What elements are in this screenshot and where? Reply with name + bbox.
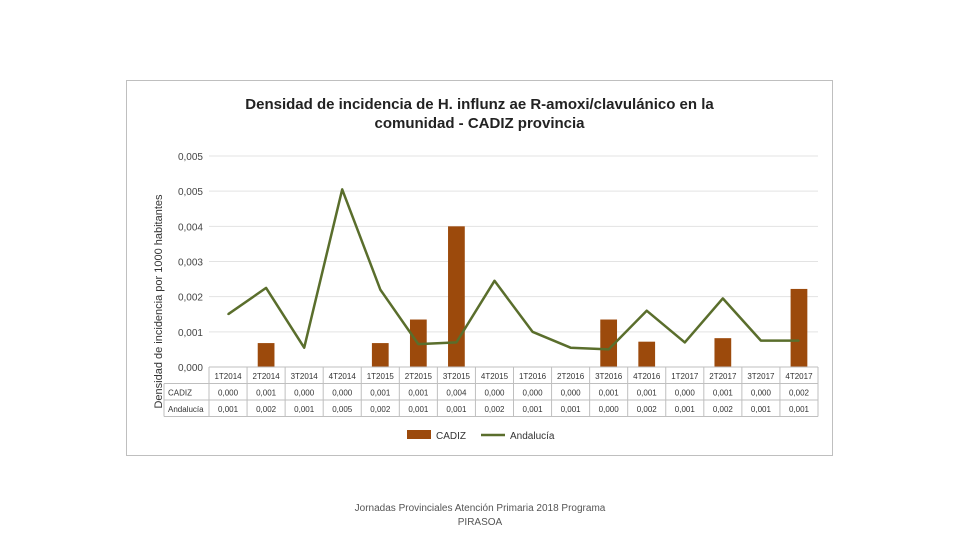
point-andalucia	[379, 288, 382, 291]
x-tick-label: 4T2015	[481, 372, 509, 381]
point-andalucia	[760, 339, 762, 342]
chart-title-line1: Densidad de incidencia de H. influnz ae …	[245, 96, 714, 113]
table-cell: 0,005	[332, 405, 353, 414]
y-tick-label: 0,003	[178, 258, 203, 269]
point-andalucia	[645, 309, 648, 312]
table-cell: 0,002	[713, 405, 734, 414]
point-andalucia	[607, 348, 610, 351]
legend-swatch-cadiz	[407, 430, 431, 439]
point-andalucia	[531, 331, 534, 333]
point-andalucia	[493, 280, 496, 282]
table-cell: 0,002	[789, 389, 810, 398]
table-cell: 0,002	[484, 405, 505, 414]
x-tick-label: 3T2015	[443, 372, 471, 381]
point-andalucia	[683, 341, 686, 344]
x-tick-label: 2T2017	[709, 372, 737, 381]
y-tick-label: 0,005	[178, 187, 203, 198]
y-tick-label: 0,002	[178, 293, 203, 304]
point-andalucia	[341, 188, 344, 191]
table-cell: 0,004	[446, 389, 467, 398]
point-andalucia	[798, 339, 800, 342]
table-cell: 0,000	[484, 389, 505, 398]
table-cell: 0,001	[408, 389, 429, 398]
x-tick-label: 1T2017	[671, 372, 699, 381]
y-axis-title: Densidad de incidencia por 1000 habitant…	[153, 194, 165, 409]
table-cell: 0,000	[675, 389, 696, 398]
chart-svg: 0,000 0,001 0,002 0,003 0,004 0,005 0,005 Densi…	[153, 152, 819, 442]
x-tick-label: 1T2015	[367, 372, 395, 381]
y-tick-label: 0,004	[178, 222, 203, 233]
x-tick-label: 4T2017	[785, 372, 813, 381]
table-cell: 0,001	[408, 405, 429, 414]
x-tick-label: 3T2014	[291, 372, 319, 381]
point-andalucia	[303, 346, 305, 349]
table-cell: 0,002	[637, 405, 658, 414]
table-cell: 0,001	[370, 389, 391, 398]
y-tick-label: 0,000	[178, 363, 203, 374]
x-tick-label: 2T2015	[405, 372, 433, 381]
chart-title-line2: comunidad - CADIZ provincia	[374, 115, 585, 132]
table-row-label: CADIZ	[168, 389, 192, 398]
table-cell: 0,000	[294, 389, 315, 398]
point-andalucia	[265, 287, 267, 289]
chart-title: Densidad de incidencia de H. influnz ae …	[127, 95, 832, 133]
point-andalucia	[455, 341, 458, 344]
x-tick-label: 1T2014	[214, 372, 242, 381]
table-cell: 0,000	[751, 389, 772, 398]
bar-cadiz	[714, 338, 732, 367]
x-tick-label: 4T2014	[329, 372, 357, 381]
y-tick-label: 0,001	[178, 328, 203, 339]
legend-label-cadiz: CADIZ	[436, 431, 466, 442]
point-andalucia	[569, 346, 572, 349]
table-cell: 0,000	[523, 389, 544, 398]
y-tick-label: 0,005	[178, 152, 203, 163]
table-cell: 0,002	[370, 405, 391, 414]
table-cell: 0,000	[218, 389, 239, 398]
table-cell: 0,001	[675, 405, 696, 414]
table-cell: 0,001	[218, 405, 239, 414]
footer-line1: Jornadas Provinciales Atención Primaria …	[354, 503, 606, 514]
point-andalucia	[417, 343, 420, 345]
bar-cadiz	[371, 343, 389, 367]
x-tick-label: 3T2016	[595, 372, 623, 381]
bar-cadiz	[600, 319, 618, 367]
table-cell: 0,001	[713, 389, 734, 398]
bar-cadiz	[638, 341, 656, 367]
table-cell: 0,000	[599, 405, 620, 414]
point-andalucia	[722, 297, 724, 300]
table-cell: 0,001	[561, 405, 582, 414]
table-cell: 0,001	[599, 389, 620, 398]
table-cell: 0,001	[294, 405, 315, 414]
footer: Jornadas Provinciales Atención Primaria …	[330, 502, 630, 530]
x-tick-label: 1T2016	[519, 372, 547, 381]
table-cell: 0,001	[446, 405, 467, 414]
x-tick-label: 2T2014	[253, 372, 281, 381]
table-cell: 0,000	[561, 389, 582, 398]
point-andalucia	[227, 313, 229, 316]
table-cell: 0,001	[751, 405, 772, 414]
x-tick-label: 4T2016	[633, 372, 661, 381]
table-cell: 0,001	[637, 389, 658, 398]
footer-line2: PIRASOA	[457, 517, 503, 528]
legend-label-andalucia: Andalucía	[510, 431, 555, 442]
bar-cadiz	[257, 343, 275, 367]
table-cell: 0,002	[256, 405, 277, 414]
table-cell: 0,000	[332, 389, 353, 398]
table-cell: 0,001	[523, 405, 544, 414]
bar-cadiz	[790, 288, 808, 367]
line-andalucia	[227, 188, 799, 351]
bar-cadiz	[448, 226, 465, 367]
x-tick-label: 2T2016	[557, 372, 585, 381]
table-cell: 0,001	[256, 389, 277, 398]
table-cell: 0,001	[789, 405, 810, 414]
chart-frame: Densidad de incidencia de H. influnz ae …	[126, 80, 833, 456]
x-tick-label: 3T2017	[747, 372, 775, 381]
table-row-label: Andalucía	[168, 405, 204, 414]
